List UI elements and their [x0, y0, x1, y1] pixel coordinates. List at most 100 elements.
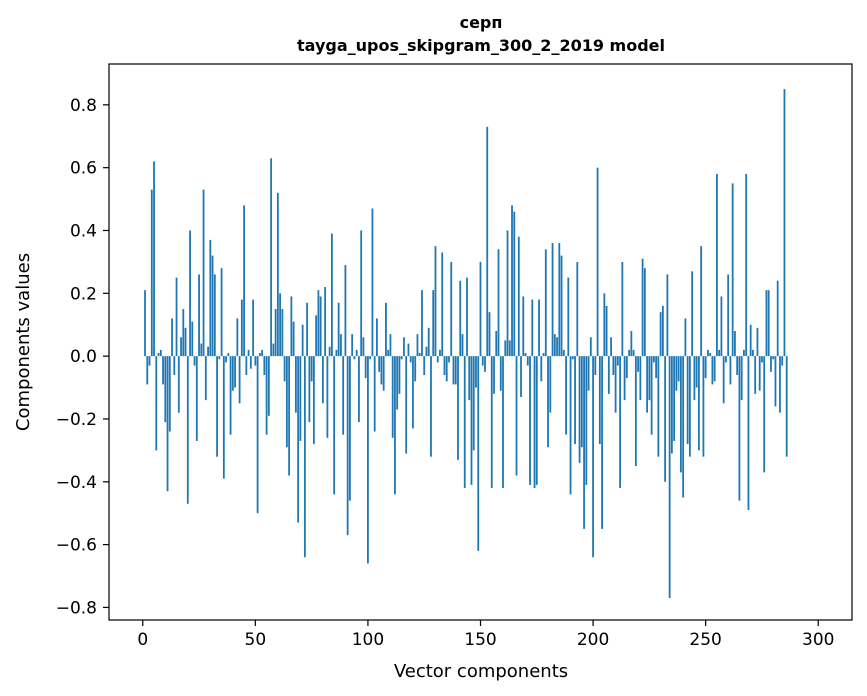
bar-243 — [688, 356, 691, 457]
bar-132 — [439, 349, 441, 357]
bar-259 — [725, 356, 727, 363]
bar-76 — [312, 356, 315, 445]
bar-91 — [346, 356, 349, 536]
bar-184 — [556, 337, 558, 357]
bar-65 — [288, 356, 291, 476]
bar-189 — [567, 277, 570, 357]
bar-155 — [490, 356, 493, 489]
bar-142 — [461, 334, 464, 357]
bar-173 — [531, 299, 534, 357]
bar-175 — [535, 356, 538, 485]
bar-13 — [171, 318, 173, 357]
bar-284 — [781, 356, 784, 366]
bar-40 — [231, 356, 234, 391]
bar-283 — [779, 356, 781, 413]
bar-67 — [292, 321, 295, 357]
bar-89 — [342, 356, 345, 435]
bar-51 — [256, 356, 259, 514]
bar-69 — [297, 356, 300, 523]
bar-87 — [337, 302, 340, 357]
bar-216 — [628, 349, 630, 357]
y-tick-label: −0.4 — [56, 473, 97, 493]
bar-43 — [238, 356, 241, 404]
bar-268 — [745, 173, 748, 357]
bar-206 — [605, 305, 608, 357]
bar-140 — [457, 356, 459, 460]
bar-223 — [643, 268, 646, 357]
bar-254 — [713, 356, 716, 382]
x-tick-label: 50 — [245, 630, 267, 650]
bar-162 — [506, 230, 509, 357]
bar-273 — [756, 327, 759, 357]
bar-56 — [267, 356, 270, 416]
bar-139 — [454, 356, 457, 385]
bar-59 — [274, 309, 277, 357]
bar-247 — [698, 356, 700, 451]
bar-143 — [463, 356, 466, 489]
bar-242 — [686, 356, 689, 445]
bar-170 — [524, 352, 527, 357]
bar-15 — [175, 277, 178, 357]
bar-207 — [607, 356, 610, 394]
bar-280 — [772, 356, 775, 360]
bar-39 — [229, 356, 232, 435]
bar-194 — [578, 356, 581, 463]
bar-165 — [513, 211, 516, 357]
plot-area: 0 50 100 150 200 250 300 −0.8 −0.6 −0.4 −0.2 0.0 0.2… — [56, 63, 853, 650]
bar-12 — [168, 356, 171, 432]
bar-218 — [632, 349, 635, 357]
bar-64 — [285, 356, 288, 448]
bar-192 — [574, 356, 576, 445]
bar-6 — [155, 356, 158, 451]
bar-28 — [204, 356, 207, 401]
bar-120 — [412, 356, 414, 429]
y-tick-label: 0.6 — [70, 159, 97, 179]
bar-18 — [182, 309, 185, 357]
bar-90 — [344, 265, 347, 357]
bar-267 — [743, 349, 745, 357]
bar-96 — [358, 356, 360, 423]
bar-70 — [299, 356, 302, 441]
bar-102 — [371, 208, 374, 357]
bar-10 — [164, 356, 167, 423]
bar-35 — [220, 268, 223, 357]
bar-58 — [272, 343, 275, 357]
bar-248 — [700, 246, 703, 357]
bar-147 — [472, 356, 475, 451]
bar-75 — [310, 356, 313, 382]
bar-145 — [468, 356, 471, 401]
bar-249 — [702, 356, 705, 457]
y-tick-label: −0.8 — [56, 598, 97, 618]
bar-179 — [544, 249, 547, 357]
bar-47 — [247, 349, 250, 357]
bar-221 — [639, 356, 642, 401]
bar-214 — [623, 356, 626, 401]
bar-149 — [477, 356, 480, 551]
bar-20 — [186, 356, 189, 504]
bar-205 — [603, 293, 606, 357]
bar-52 — [258, 352, 261, 357]
bar-163 — [508, 340, 511, 357]
bar-25 — [198, 274, 200, 357]
bar-182 — [551, 243, 554, 357]
bar-167 — [517, 236, 520, 357]
bar-127 — [427, 327, 430, 357]
bar-228 — [655, 356, 658, 379]
bar-255 — [716, 173, 718, 357]
bar-124 — [421, 290, 423, 357]
bar-260 — [727, 274, 730, 357]
bar-168 — [520, 356, 522, 397]
bar-119 — [409, 356, 412, 363]
bar-133 — [441, 252, 444, 357]
bar-202 — [596, 167, 599, 357]
bar-187 — [562, 349, 565, 357]
bar-108 — [385, 302, 387, 357]
bar-55 — [265, 356, 268, 435]
bar-186 — [560, 255, 563, 357]
bar-234 — [668, 356, 671, 599]
bar-117 — [405, 356, 408, 454]
bar-110 — [389, 334, 392, 357]
bar-240 — [682, 356, 685, 498]
bar-238 — [677, 356, 680, 382]
